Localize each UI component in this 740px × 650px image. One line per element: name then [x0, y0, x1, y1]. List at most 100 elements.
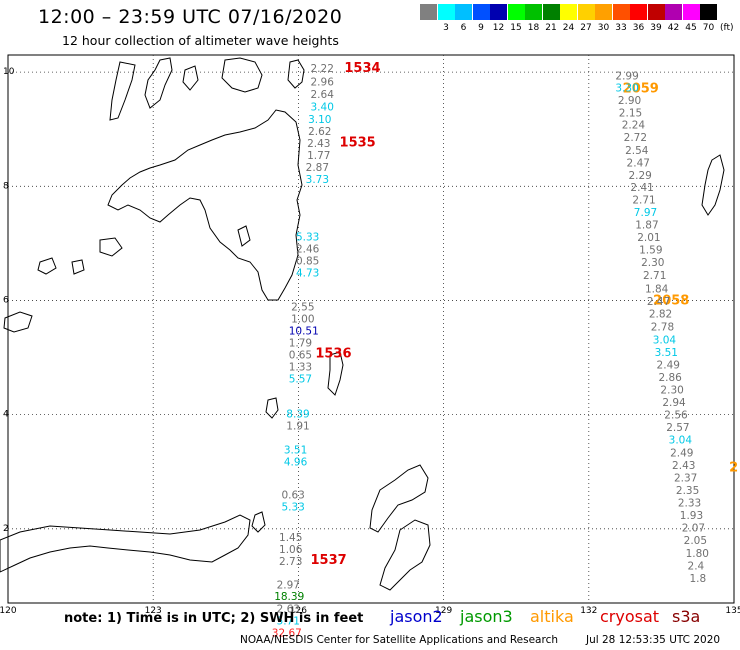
- color-swatch: [507, 4, 525, 20]
- color-swatch-label: 70: [702, 23, 715, 33]
- wave-height-value: 3.30: [615, 83, 638, 95]
- y-tick-label: 6: [3, 295, 9, 305]
- wave-height-value: 2.05: [684, 535, 707, 547]
- color-swatch: [560, 4, 577, 20]
- wave-height-value: 0.65: [289, 350, 312, 362]
- note-text: note: 1) Time is in UTC; 2) SWH is in fe…: [64, 611, 364, 626]
- wave-height-value: 8.39: [286, 408, 309, 420]
- wave-height-value: 2.99: [615, 71, 638, 83]
- wave-height-value: 2.47: [627, 157, 650, 169]
- coastline-halmahera-west: [369, 464, 429, 533]
- pass-number-label: 2059: [623, 82, 659, 97]
- pass-labels: 1534 1535 1536 1537 2059 2058 2: [311, 61, 739, 568]
- wave-height-value: 2.43: [672, 460, 695, 472]
- x-tick-label: 120: [0, 606, 17, 616]
- wave-height-value: 5.33: [281, 502, 304, 514]
- color-swatch: [420, 4, 437, 20]
- wave-height-value: 1.93: [680, 510, 703, 522]
- wave-height-value: 1.84: [645, 283, 669, 295]
- wave-height-value: 2.63: [277, 604, 300, 616]
- credit-text: NOAA/NESDIS Center for Satellite Applica…: [240, 634, 558, 646]
- wave-height-value: 3.40: [311, 101, 334, 113]
- coastline-island-w2: [71, 259, 85, 275]
- color-swatch-label: 18: [527, 23, 540, 33]
- wave-height-value: 1.00: [291, 314, 314, 326]
- wave-height-value: 2.24: [622, 120, 646, 132]
- color-swatch: [577, 4, 595, 20]
- coastline-talaud: [265, 397, 279, 419]
- color-swatch: [700, 4, 717, 20]
- wave-height-value: 1.45: [279, 532, 302, 544]
- wave-height-value: 2.07: [682, 523, 705, 535]
- wave-height-value: 7.97: [634, 207, 657, 219]
- wave-height-value: 2.62: [308, 126, 331, 138]
- wave-height-value: 3.04: [669, 435, 693, 447]
- wave-height-value: 2.22: [311, 63, 334, 75]
- wave-height-value: 5.57: [289, 374, 312, 386]
- map-border: [7, 54, 735, 604]
- wave-height-value: 2.96: [311, 76, 335, 88]
- coastline-island-w3: [237, 225, 251, 247]
- coastline-bohol-leyte: [144, 57, 173, 109]
- track-2-values: 2.993.302.902.152.242.722.542.472.292.41…: [615, 71, 709, 585]
- wave-height-value: 1.06: [279, 544, 303, 556]
- coastline-island-s1: [327, 351, 344, 396]
- wave-height-value: 5.33: [296, 232, 319, 244]
- wave-height-value: 2.72: [624, 132, 647, 144]
- wave-height-value: 4.96: [284, 456, 308, 468]
- color-swatch-label: 39: [650, 23, 662, 33]
- legend-item-cryosat: cryosat: [600, 607, 660, 626]
- wave-height-value: 3.04: [653, 334, 677, 346]
- wave-height-value: 2.33: [678, 498, 701, 510]
- wave-height-value: 2.87: [306, 162, 329, 174]
- color-swatch: [542, 4, 560, 20]
- pass-number-label: 1536: [315, 347, 351, 362]
- x-tick-label: 126: [290, 606, 307, 616]
- legend-item-jason3: jason3: [460, 607, 513, 626]
- color-swatch-label: 36: [632, 23, 645, 33]
- wave-height-value: 1.33: [289, 362, 312, 374]
- color-swatch: [472, 4, 490, 20]
- map-frame: [7, 54, 735, 604]
- wave-height-value: 2.64: [311, 89, 335, 101]
- color-swatch-label: 24: [562, 23, 575, 33]
- wave-height-value: 0.63: [281, 490, 304, 502]
- coastline: [0, 57, 725, 591]
- y-tick-label: 2: [3, 524, 9, 534]
- coastline-sulu: [3, 311, 33, 333]
- wave-height-value: 4.73: [296, 267, 319, 279]
- coastline-samar: [221, 57, 263, 93]
- color-scale-unit: (ft): [720, 23, 734, 33]
- wave-height-value: 1.79: [289, 338, 312, 350]
- wave-height-value: 1.80: [686, 548, 709, 560]
- wave-height-value: 2.15: [619, 108, 642, 120]
- coastline-dinagat: [287, 59, 305, 89]
- x-tick-label: 135: [725, 606, 740, 616]
- color-swatch: [490, 4, 507, 20]
- color-swatch: [525, 4, 542, 20]
- pass-number-label: 2058: [653, 293, 689, 308]
- wave-height-value: 10.51: [289, 326, 319, 338]
- wave-height-value: 3.51: [284, 444, 307, 456]
- color-swatch-label: 45: [685, 23, 697, 33]
- color-swatch-label: 21: [545, 23, 557, 33]
- color-swatch-label: 6: [460, 23, 467, 33]
- wave-height-value: 2.46: [296, 244, 320, 256]
- wave-height-value: 2.78: [651, 322, 674, 334]
- coastline-sangihe: [251, 511, 266, 533]
- wave-height-value: 2.57: [666, 422, 689, 434]
- legend-item-s3a: s3a: [672, 607, 701, 626]
- coastline-palau: [701, 154, 725, 216]
- wave-height-value: 2.01: [637, 232, 660, 244]
- wave-height-value: 2.82: [649, 309, 672, 321]
- coastline-negros: [109, 61, 136, 121]
- wave-height-value: 2.54: [625, 145, 649, 157]
- coastline-halmahera-east: [379, 519, 431, 591]
- color-swatch: [647, 4, 665, 20]
- wave-height-value: 1.87: [635, 220, 658, 232]
- wave-height-value: 2.90: [618, 95, 641, 107]
- map-grid: 120 123 126 129 132 135 10 8 6 4 2: [0, 55, 740, 616]
- wave-height-value: 2.97: [277, 580, 300, 592]
- y-tick-label: 4: [3, 410, 9, 420]
- wave-height-value: 5.71: [277, 616, 300, 628]
